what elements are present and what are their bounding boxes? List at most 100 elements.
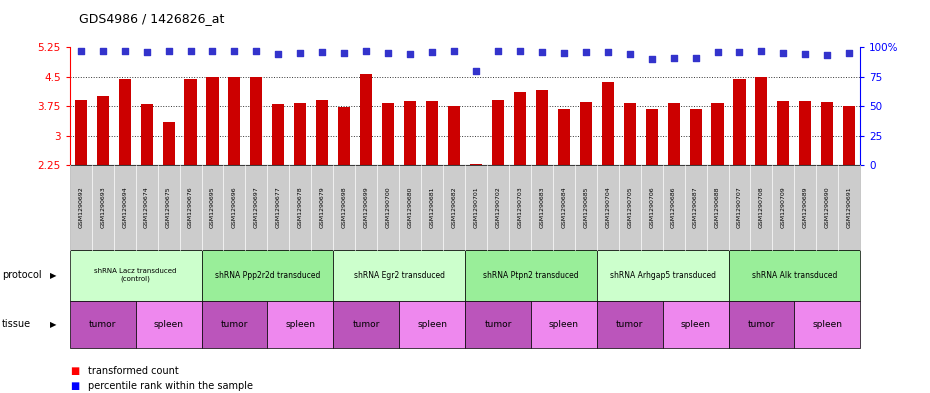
Text: tumor: tumor — [748, 320, 775, 329]
Text: tumor: tumor — [220, 320, 248, 329]
Text: tumor: tumor — [352, 320, 379, 329]
Bar — [645, 109, 658, 165]
Bar — [514, 92, 526, 165]
Point — [403, 51, 418, 57]
Text: GSM1290708: GSM1290708 — [759, 187, 764, 228]
Text: GSM1290689: GSM1290689 — [803, 187, 808, 228]
Text: tumor: tumor — [616, 320, 644, 329]
Bar — [689, 109, 701, 165]
Text: GSM1290701: GSM1290701 — [473, 187, 478, 228]
Text: GSM1290693: GSM1290693 — [100, 186, 105, 228]
Text: GSM1290678: GSM1290678 — [298, 187, 303, 228]
Point — [140, 49, 154, 55]
Point — [315, 49, 330, 55]
Bar — [272, 104, 285, 165]
Point — [754, 48, 769, 54]
Point — [600, 49, 615, 55]
Bar — [777, 101, 790, 165]
Text: spleen: spleen — [681, 320, 711, 329]
Text: shRNA Alk transduced: shRNA Alk transduced — [751, 271, 837, 279]
Bar — [316, 100, 328, 165]
Text: GSM1290702: GSM1290702 — [496, 186, 500, 228]
Text: ■: ■ — [70, 366, 79, 376]
Text: GSM1290690: GSM1290690 — [825, 187, 830, 228]
Bar — [734, 79, 746, 165]
Text: GSM1290707: GSM1290707 — [737, 186, 742, 228]
Bar — [536, 90, 548, 165]
Point — [666, 55, 681, 61]
Point — [732, 49, 747, 55]
Text: spleen: spleen — [549, 320, 578, 329]
Bar — [250, 77, 262, 165]
Text: spleen: spleen — [417, 320, 447, 329]
Bar — [602, 82, 614, 165]
Text: GSM1290677: GSM1290677 — [276, 186, 281, 228]
Bar — [755, 77, 767, 165]
Point — [820, 52, 835, 59]
Point — [446, 48, 461, 54]
Text: GDS4986 / 1426826_at: GDS4986 / 1426826_at — [79, 12, 224, 25]
Text: GSM1290695: GSM1290695 — [210, 187, 215, 228]
Bar — [360, 74, 372, 165]
Bar — [382, 103, 394, 165]
Text: GSM1290694: GSM1290694 — [122, 186, 127, 228]
Bar — [711, 103, 724, 165]
Bar — [668, 103, 680, 165]
Point — [711, 49, 725, 55]
Point — [622, 51, 637, 57]
Point — [73, 48, 88, 54]
Point — [227, 48, 242, 54]
Text: protocol: protocol — [2, 270, 42, 280]
Text: tumor: tumor — [89, 320, 116, 329]
Bar — [339, 107, 351, 165]
Bar — [229, 77, 241, 165]
Text: GSM1290679: GSM1290679 — [320, 186, 325, 228]
Text: GSM1290709: GSM1290709 — [781, 186, 786, 228]
Bar — [163, 122, 175, 165]
Text: spleen: spleen — [286, 320, 315, 329]
Point — [271, 51, 286, 57]
Point — [556, 50, 571, 56]
Text: GSM1290699: GSM1290699 — [364, 186, 368, 228]
Point — [512, 48, 527, 54]
Bar — [470, 164, 482, 165]
Text: GSM1290706: GSM1290706 — [649, 187, 654, 228]
Text: spleen: spleen — [153, 320, 183, 329]
Bar — [579, 102, 591, 165]
Bar — [119, 79, 131, 165]
Bar — [624, 103, 636, 165]
Text: GSM1290697: GSM1290697 — [254, 186, 259, 228]
Text: shRNA Ppp2r2d transduced: shRNA Ppp2r2d transduced — [215, 271, 320, 279]
Text: tissue: tissue — [2, 319, 31, 329]
Text: GSM1290682: GSM1290682 — [452, 187, 457, 228]
Bar — [799, 101, 811, 165]
Point — [249, 48, 264, 54]
Text: shRNA Lacz transduced
(control): shRNA Lacz transduced (control) — [95, 268, 177, 282]
Point — [293, 50, 308, 56]
Point — [644, 56, 659, 62]
Point — [337, 50, 352, 56]
Text: shRNA Egr2 transduced: shRNA Egr2 transduced — [353, 271, 445, 279]
Point — [425, 49, 440, 55]
Bar — [294, 103, 306, 165]
Text: GSM1290674: GSM1290674 — [144, 186, 149, 228]
Text: GSM1290684: GSM1290684 — [562, 187, 566, 228]
Text: GSM1290698: GSM1290698 — [341, 187, 347, 228]
Text: GSM1290686: GSM1290686 — [671, 187, 676, 228]
Bar — [492, 100, 504, 165]
Point — [578, 49, 593, 55]
Bar — [844, 106, 856, 165]
Point — [205, 48, 219, 54]
Text: percentile rank within the sample: percentile rank within the sample — [88, 381, 253, 391]
Point — [183, 48, 198, 54]
Point — [688, 55, 703, 61]
Text: transformed count: transformed count — [88, 366, 179, 376]
Bar — [821, 102, 833, 165]
Point — [359, 48, 374, 54]
Text: GSM1290680: GSM1290680 — [407, 187, 413, 228]
Point — [95, 48, 110, 54]
Text: GSM1290675: GSM1290675 — [166, 187, 171, 228]
Bar — [448, 106, 460, 165]
Text: GSM1290683: GSM1290683 — [539, 187, 544, 228]
Point — [535, 49, 550, 55]
